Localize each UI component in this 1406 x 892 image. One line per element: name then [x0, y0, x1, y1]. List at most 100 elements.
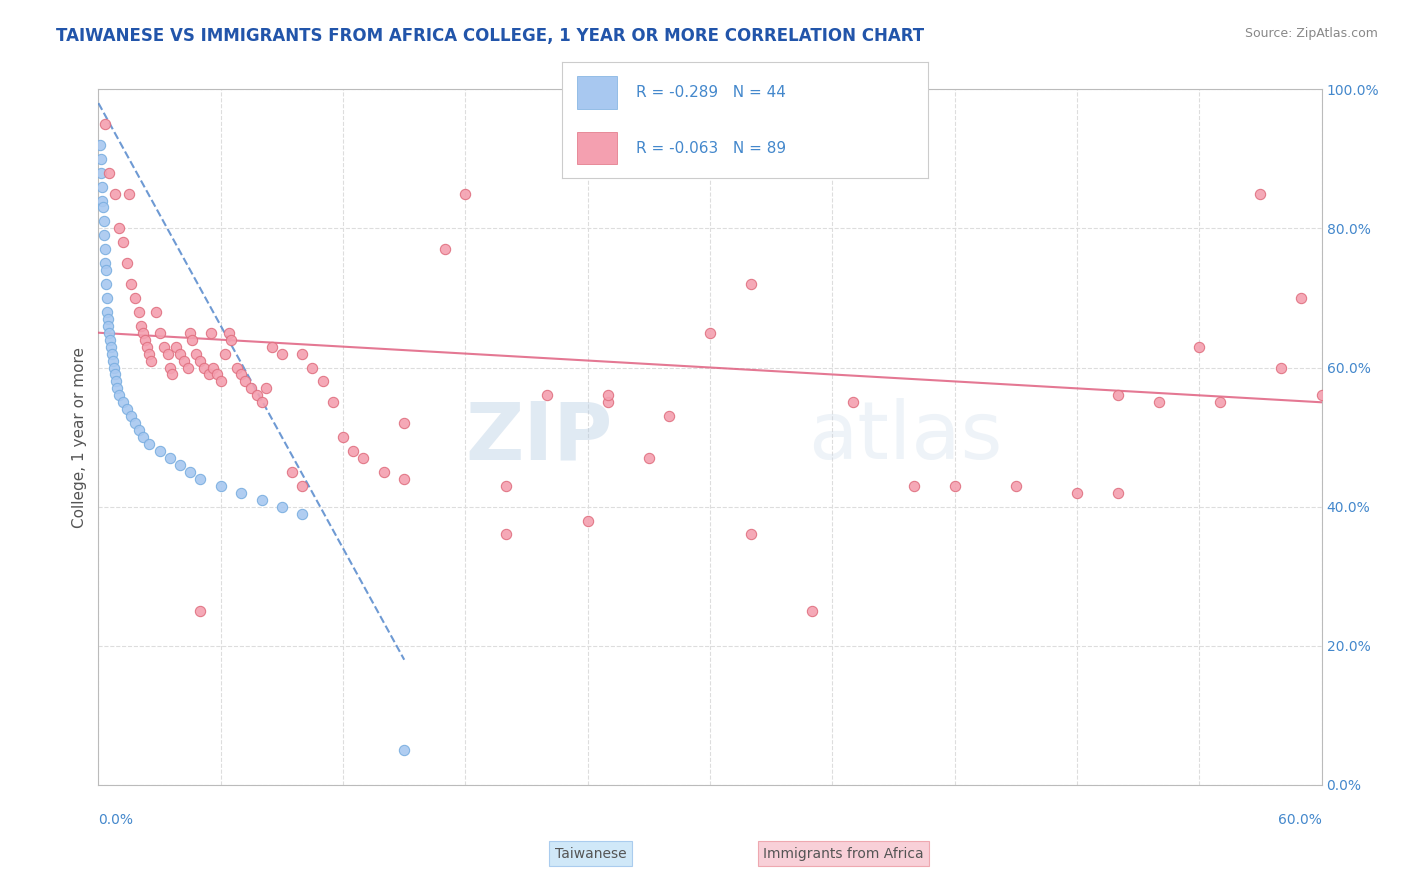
Point — [159, 360, 181, 375]
Point — [97, 311, 120, 326]
Point — [201, 360, 224, 375]
Point — [96, 291, 118, 305]
Point — [1188, 340, 1211, 354]
Point — [91, 201, 114, 215]
Point — [841, 395, 863, 409]
Point — [699, 326, 721, 340]
Point — [104, 186, 127, 201]
Point — [291, 346, 314, 360]
Point — [94, 256, 117, 270]
Point — [903, 479, 925, 493]
Point — [231, 485, 253, 500]
Text: TAIWANESE VS IMMIGRANTS FROM AFRICA COLLEGE, 1 YEAR OR MORE CORRELATION CHART: TAIWANESE VS IMMIGRANTS FROM AFRICA COLL… — [56, 27, 924, 45]
Point — [136, 340, 159, 354]
Point — [97, 318, 120, 333]
Point — [193, 360, 215, 375]
Point — [159, 450, 181, 465]
Point — [218, 326, 240, 340]
Bar — [576, 77, 617, 109]
Point — [169, 458, 191, 472]
Point — [96, 305, 118, 319]
Bar — [576, 132, 617, 164]
Point — [90, 152, 112, 166]
Point — [596, 388, 619, 402]
Point — [98, 333, 121, 347]
Point — [1107, 485, 1129, 500]
Text: R = -0.289   N = 44: R = -0.289 N = 44 — [636, 85, 786, 100]
Point — [231, 368, 253, 382]
Point — [156, 346, 179, 360]
Point — [260, 340, 283, 354]
Point — [740, 527, 762, 541]
Point — [188, 472, 212, 486]
Point — [392, 743, 416, 757]
Text: Taiwanese: Taiwanese — [555, 847, 626, 861]
Point — [1147, 395, 1170, 409]
Point — [111, 395, 134, 409]
Point — [90, 166, 112, 180]
Point — [108, 221, 131, 235]
Point — [181, 333, 204, 347]
Point — [205, 368, 228, 382]
Point — [1249, 186, 1271, 201]
Point — [177, 360, 200, 375]
Point — [281, 465, 304, 479]
Point — [160, 368, 183, 382]
Point — [392, 472, 416, 486]
Point — [115, 256, 138, 270]
Point — [226, 360, 249, 375]
Point — [97, 326, 120, 340]
Point — [101, 353, 124, 368]
Point — [291, 507, 314, 521]
Point — [89, 137, 111, 152]
Point — [1291, 291, 1313, 305]
Point — [301, 360, 323, 375]
Text: R = -0.063   N = 89: R = -0.063 N = 89 — [636, 141, 786, 156]
Point — [118, 186, 141, 201]
Point — [536, 388, 558, 402]
Point — [373, 465, 395, 479]
Point — [93, 228, 115, 243]
Point — [1066, 485, 1088, 500]
Point — [197, 368, 219, 382]
Point — [332, 430, 354, 444]
Point — [270, 500, 294, 514]
Point — [124, 291, 146, 305]
Point — [638, 450, 661, 465]
Point — [149, 444, 172, 458]
Point — [270, 346, 294, 360]
Point — [943, 479, 966, 493]
Point — [233, 375, 256, 389]
Point — [93, 242, 115, 256]
Point — [94, 263, 117, 277]
Point — [129, 318, 152, 333]
Text: atlas: atlas — [808, 398, 1002, 476]
Point — [186, 346, 208, 360]
Point — [179, 326, 201, 340]
Text: ZIP: ZIP — [465, 398, 612, 476]
Point — [149, 326, 172, 340]
Point — [209, 479, 232, 493]
Point — [179, 465, 201, 479]
Point — [1270, 360, 1292, 375]
Point — [165, 340, 187, 354]
Point — [596, 395, 619, 409]
Text: 0.0%: 0.0% — [98, 813, 134, 827]
Point — [91, 179, 114, 194]
Point — [105, 381, 128, 395]
Point — [173, 353, 195, 368]
Point — [152, 340, 174, 354]
Point — [128, 423, 150, 437]
Point — [495, 527, 517, 541]
Point — [312, 375, 335, 389]
Point — [138, 346, 160, 360]
Point — [1208, 395, 1232, 409]
Point — [1310, 388, 1333, 402]
Point — [392, 416, 416, 430]
Point — [97, 166, 120, 180]
Point — [91, 194, 114, 208]
Point — [209, 375, 232, 389]
Point — [108, 388, 131, 402]
Point — [145, 305, 167, 319]
Point — [169, 346, 191, 360]
